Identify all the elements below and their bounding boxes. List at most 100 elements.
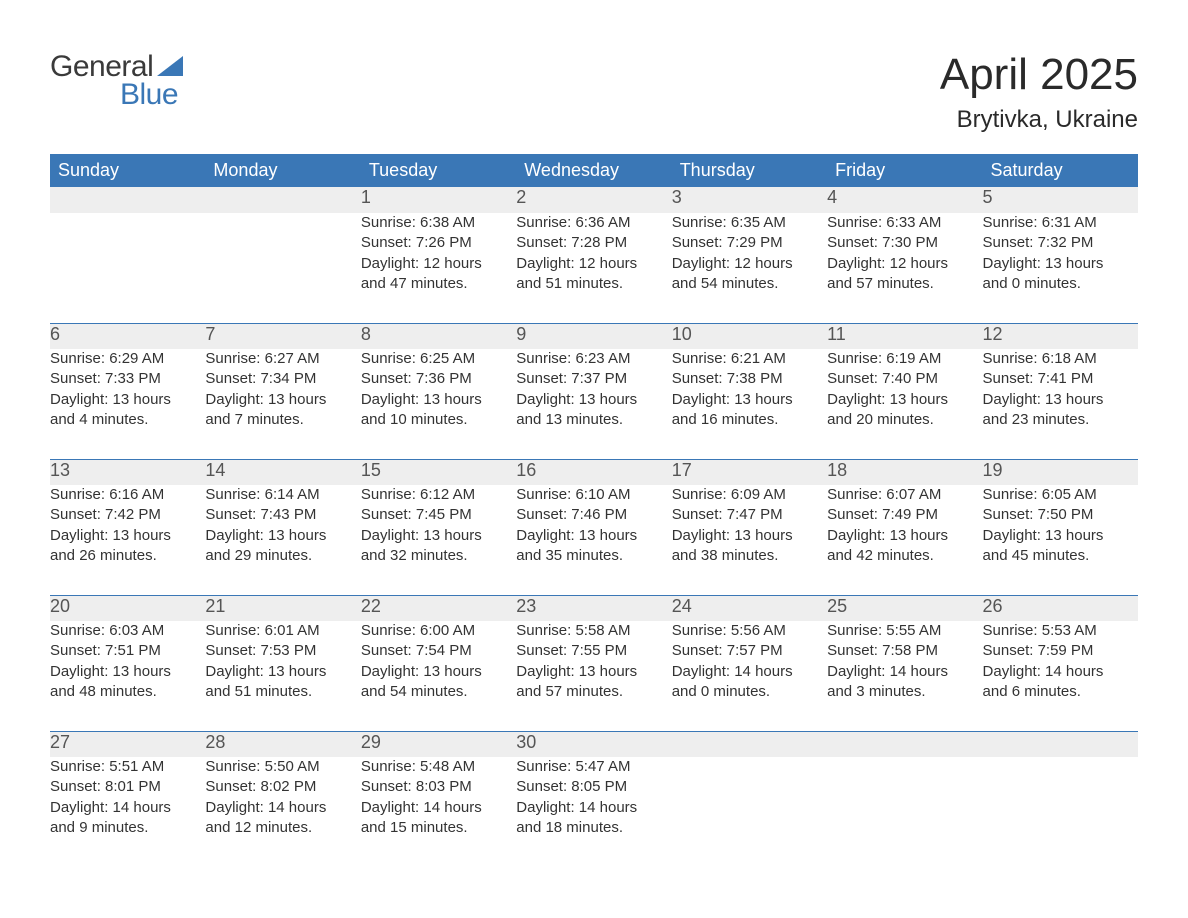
day-line-d1: Daylight: 14 hours [205, 798, 360, 818]
day-line-d2: and 32 minutes. [361, 546, 516, 566]
day-line-ss: Sunset: 7:36 PM [361, 369, 516, 389]
day-detail-cell: Sunrise: 6:19 AMSunset: 7:40 PMDaylight:… [827, 349, 982, 459]
day-line-d1: Daylight: 13 hours [516, 526, 671, 546]
day-line-d1: Daylight: 13 hours [50, 390, 205, 410]
page-header: General Blue April 2025 Brytivka, Ukrain… [50, 50, 1138, 134]
day-line-sr: Sunrise: 5:48 AM [361, 757, 516, 777]
day-line-ss: Sunset: 8:01 PM [50, 777, 205, 797]
weekday-header: Monday [205, 154, 360, 187]
day-line-d1: Daylight: 14 hours [672, 662, 827, 682]
day-line-d1: Daylight: 14 hours [827, 662, 982, 682]
day-line-d2: and 6 minutes. [983, 682, 1138, 702]
day-line-ss: Sunset: 7:28 PM [516, 233, 671, 253]
day-line-sr: Sunrise: 6:29 AM [50, 349, 205, 369]
day-line-d2: and 12 minutes. [205, 818, 360, 838]
day-line-d2: and 51 minutes. [516, 274, 671, 294]
day-line-d1: Daylight: 13 hours [50, 526, 205, 546]
day-line-d1: Daylight: 13 hours [205, 390, 360, 410]
day-number-cell: 24 [672, 595, 827, 621]
day-line-d1: Daylight: 13 hours [361, 662, 516, 682]
day-line-ss: Sunset: 7:42 PM [50, 505, 205, 525]
day-line-d2: and 57 minutes. [516, 682, 671, 702]
day-line-d1: Daylight: 12 hours [672, 254, 827, 274]
day-line-ss: Sunset: 7:58 PM [827, 641, 982, 661]
day-detail-cell: Sunrise: 6:31 AMSunset: 7:32 PMDaylight:… [983, 213, 1138, 323]
day-detail-cell: Sunrise: 6:14 AMSunset: 7:43 PMDaylight:… [205, 485, 360, 595]
day-number-cell: 30 [516, 731, 671, 757]
day-line-d2: and 23 minutes. [983, 410, 1138, 430]
logo-sail-icon [157, 54, 187, 81]
day-detail-cell: Sunrise: 5:53 AMSunset: 7:59 PMDaylight:… [983, 621, 1138, 731]
day-number-cell: 2 [516, 187, 671, 213]
day-number-cell: 19 [983, 459, 1138, 485]
day-number-cell: 10 [672, 323, 827, 349]
day-number-cell: 15 [361, 459, 516, 485]
day-number-cell: 22 [361, 595, 516, 621]
day-line-d2: and 20 minutes. [827, 410, 982, 430]
day-line-d1: Daylight: 13 hours [516, 390, 671, 410]
day-line-d2: and 0 minutes. [672, 682, 827, 702]
day-line-ss: Sunset: 7:33 PM [50, 369, 205, 389]
day-line-d2: and 13 minutes. [516, 410, 671, 430]
day-line-sr: Sunrise: 6:25 AM [361, 349, 516, 369]
day-line-d2: and 18 minutes. [516, 818, 671, 838]
day-line-d1: Daylight: 13 hours [50, 662, 205, 682]
day-line-sr: Sunrise: 5:50 AM [205, 757, 360, 777]
day-line-ss: Sunset: 7:38 PM [672, 369, 827, 389]
day-line-d1: Daylight: 13 hours [205, 526, 360, 546]
day-line-d2: and 42 minutes. [827, 546, 982, 566]
day-number-cell [672, 731, 827, 757]
day-number-cell: 1 [361, 187, 516, 213]
day-detail-cell: Sunrise: 5:48 AMSunset: 8:03 PMDaylight:… [361, 757, 516, 867]
day-detail-cell: Sunrise: 6:33 AMSunset: 7:30 PMDaylight:… [827, 213, 982, 323]
day-line-sr: Sunrise: 6:18 AM [983, 349, 1138, 369]
day-line-ss: Sunset: 7:34 PM [205, 369, 360, 389]
day-line-ss: Sunset: 7:54 PM [361, 641, 516, 661]
day-detail-cell: Sunrise: 5:58 AMSunset: 7:55 PMDaylight:… [516, 621, 671, 731]
day-line-ss: Sunset: 7:29 PM [672, 233, 827, 253]
day-number-cell: 11 [827, 323, 982, 349]
location-title: Brytivka, Ukraine [940, 106, 1138, 134]
day-number-row: 12345 [50, 187, 1138, 213]
day-number-cell: 28 [205, 731, 360, 757]
day-number-cell: 25 [827, 595, 982, 621]
day-line-ss: Sunset: 7:59 PM [983, 641, 1138, 661]
day-line-d2: and 45 minutes. [983, 546, 1138, 566]
day-line-ss: Sunset: 7:30 PM [827, 233, 982, 253]
day-line-ss: Sunset: 7:51 PM [50, 641, 205, 661]
day-line-sr: Sunrise: 6:05 AM [983, 485, 1138, 505]
day-line-d2: and 0 minutes. [983, 274, 1138, 294]
day-detail-cell: Sunrise: 6:16 AMSunset: 7:42 PMDaylight:… [50, 485, 205, 595]
day-number-cell: 26 [983, 595, 1138, 621]
day-number-cell [50, 187, 205, 213]
day-line-d2: and 54 minutes. [361, 682, 516, 702]
day-line-sr: Sunrise: 6:19 AM [827, 349, 982, 369]
day-line-d1: Daylight: 14 hours [361, 798, 516, 818]
day-line-ss: Sunset: 7:53 PM [205, 641, 360, 661]
day-line-ss: Sunset: 8:05 PM [516, 777, 671, 797]
day-line-d2: and 7 minutes. [205, 410, 360, 430]
day-line-d1: Daylight: 13 hours [361, 390, 516, 410]
day-detail-cell: Sunrise: 6:03 AMSunset: 7:51 PMDaylight:… [50, 621, 205, 731]
day-number-cell: 20 [50, 595, 205, 621]
day-number-cell: 3 [672, 187, 827, 213]
day-line-sr: Sunrise: 6:35 AM [672, 213, 827, 233]
day-detail-row: Sunrise: 6:03 AMSunset: 7:51 PMDaylight:… [50, 621, 1138, 731]
day-detail-cell [205, 213, 360, 323]
day-line-sr: Sunrise: 5:58 AM [516, 621, 671, 641]
day-line-sr: Sunrise: 6:00 AM [361, 621, 516, 641]
day-line-ss: Sunset: 7:41 PM [983, 369, 1138, 389]
day-detail-cell: Sunrise: 5:50 AMSunset: 8:02 PMDaylight:… [205, 757, 360, 867]
day-line-ss: Sunset: 7:55 PM [516, 641, 671, 661]
day-line-ss: Sunset: 7:46 PM [516, 505, 671, 525]
day-line-d2: and 48 minutes. [50, 682, 205, 702]
day-line-d2: and 16 minutes. [672, 410, 827, 430]
day-detail-cell: Sunrise: 6:07 AMSunset: 7:49 PMDaylight:… [827, 485, 982, 595]
day-detail-cell: Sunrise: 6:25 AMSunset: 7:36 PMDaylight:… [361, 349, 516, 459]
day-line-d2: and 47 minutes. [361, 274, 516, 294]
day-detail-cell: Sunrise: 6:01 AMSunset: 7:53 PMDaylight:… [205, 621, 360, 731]
day-detail-row: Sunrise: 6:29 AMSunset: 7:33 PMDaylight:… [50, 349, 1138, 459]
month-title: April 2025 [940, 50, 1138, 100]
day-line-sr: Sunrise: 6:33 AM [827, 213, 982, 233]
day-line-ss: Sunset: 7:37 PM [516, 369, 671, 389]
